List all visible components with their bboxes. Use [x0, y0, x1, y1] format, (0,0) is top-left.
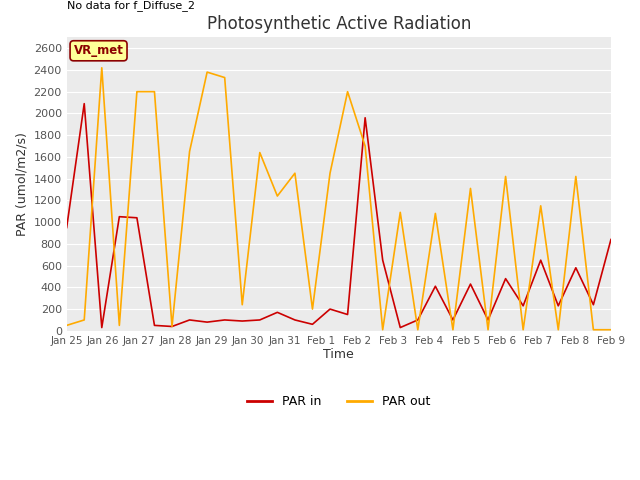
X-axis label: Time: Time [323, 348, 354, 361]
Text: VR_met: VR_met [74, 44, 124, 57]
Legend: PAR in, PAR out: PAR in, PAR out [243, 390, 435, 413]
Y-axis label: PAR (umol/m2/s): PAR (umol/m2/s) [15, 132, 28, 236]
Text: No data for f_Diffuse_2: No data for f_Diffuse_2 [67, 0, 195, 11]
Title: Photosynthetic Active Radiation: Photosynthetic Active Radiation [207, 15, 471, 33]
